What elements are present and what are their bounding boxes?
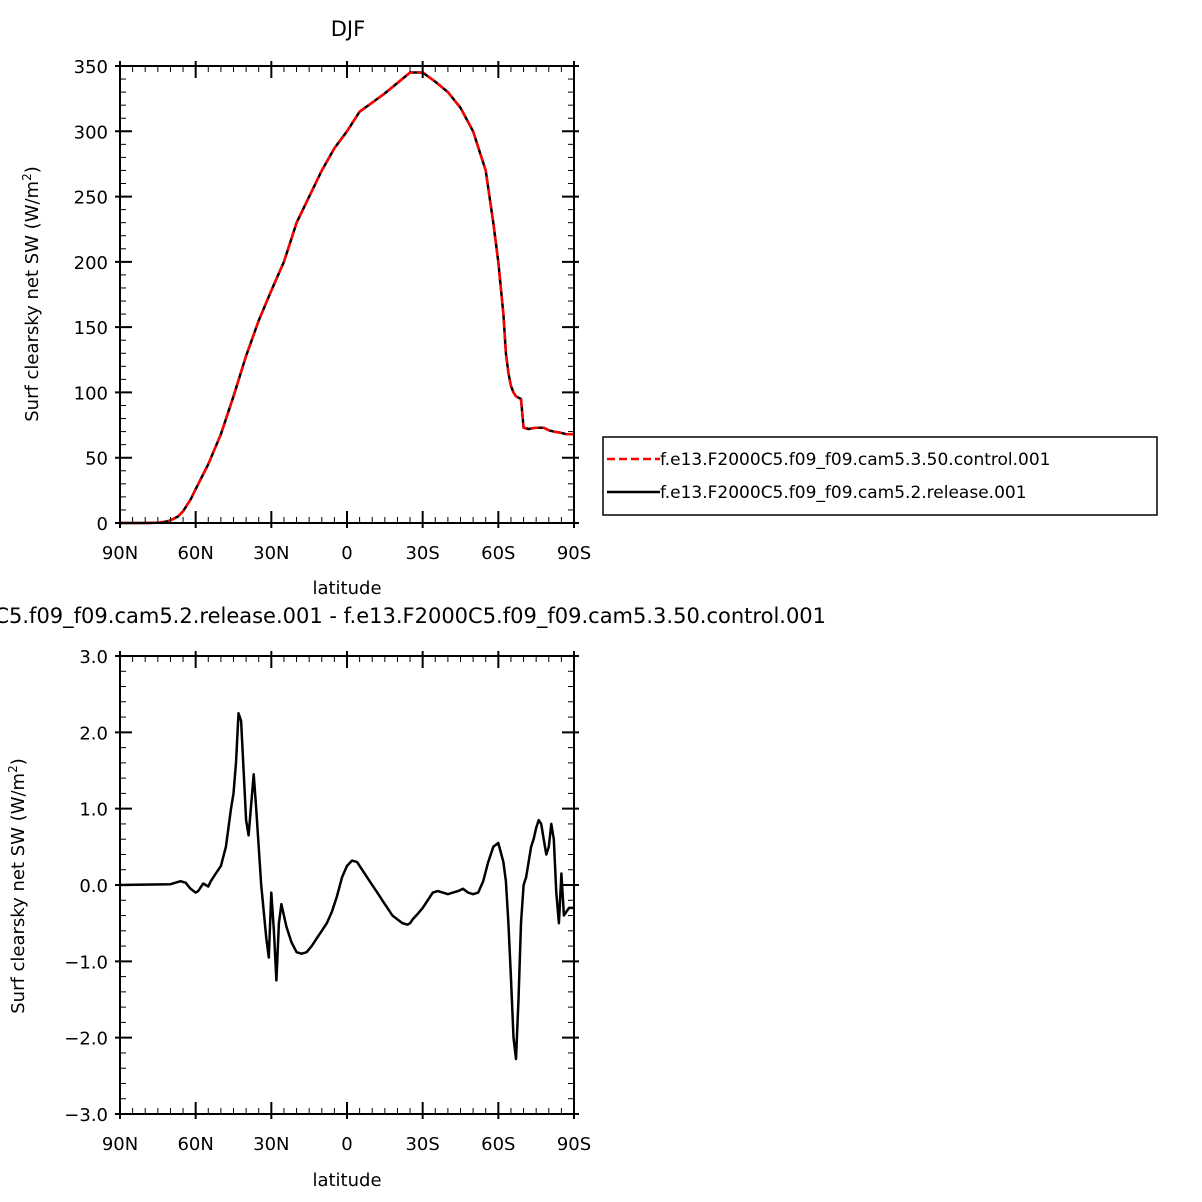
y-tick-label: 50 xyxy=(85,449,108,470)
plot-frame xyxy=(119,65,575,524)
x-tick-label: 90N xyxy=(102,543,138,564)
y-tick-label: 0.0 xyxy=(79,876,108,897)
chart-title: DJF xyxy=(331,17,365,41)
y-tick-label: −2.0 xyxy=(64,1029,108,1050)
y-tick-label: 1.0 xyxy=(79,800,108,821)
y-tick-label: 200 xyxy=(74,253,108,274)
y-tick-label: 3.0 xyxy=(79,647,108,668)
x-tick-label: 90S xyxy=(557,543,591,564)
x-tick-label: 90S xyxy=(557,1134,591,1155)
legend: f.e13.F2000C5.f09_f09.cam5.3.50.control.… xyxy=(602,436,1158,516)
y-tick-label: 300 xyxy=(74,122,108,143)
difference-line xyxy=(119,712,574,1061)
y-tick-label: 350 xyxy=(74,57,108,78)
x-tick-label: 0 xyxy=(341,1134,352,1155)
x-axis-label: latitude xyxy=(312,1170,381,1191)
y-axis-label: Surf clearsky net SW (W/m2) xyxy=(6,758,29,1014)
difference-series-line xyxy=(119,712,574,1061)
legend-box xyxy=(602,436,1158,516)
series-line-release xyxy=(120,71,574,525)
x-tick-label: 60N xyxy=(177,543,213,564)
x-tick-label: 30S xyxy=(405,543,439,564)
y-tick-label: −3.0 xyxy=(64,1105,108,1126)
bottom-chart: f.e13.F2000C5.f09_f09.cam5.2.release.001… xyxy=(0,604,826,1191)
legend-label-release: f.e13.F2000C5.f09_f09.cam5.2.release.001 xyxy=(660,483,1027,503)
y-tick-label: 150 xyxy=(74,318,108,339)
x-tick-label: 60N xyxy=(177,1134,213,1155)
top-chart: DJF 90N 60N 30N 0 30S 60S 90S 0 50 100 150 200 250 30… xyxy=(20,17,1158,599)
series-lines xyxy=(120,71,574,525)
x-tick-label: 90N xyxy=(102,1134,138,1155)
y-tick-label: 100 xyxy=(74,383,108,404)
y-tick-label: 0 xyxy=(97,514,108,535)
x-tick-label: 30S xyxy=(405,1134,439,1155)
x-tick-label: 60S xyxy=(481,1134,515,1155)
x-tick-label: 30N xyxy=(253,1134,289,1155)
y-axis-label: Surf clearsky net SW (W/m2) xyxy=(20,166,43,422)
y-tick-label: −1.0 xyxy=(64,952,108,973)
x-tick-label: 30N xyxy=(253,543,289,564)
legend-label-control: f.e13.F2000C5.f09_f09.cam5.3.50.control.… xyxy=(660,450,1051,470)
series-line-control xyxy=(120,71,574,525)
axis-ticks: 90N 60N 30N 0 30S 60S 90S −3.0 −2.0 −1.0 0.0 1.0 2.0… xyxy=(64,647,591,1155)
y-tick-label: 2.0 xyxy=(79,723,108,744)
x-axis-label: latitude xyxy=(312,578,381,599)
difference-chart-title: f.e13.F2000C5.f09_f09.cam5.2.release.001… xyxy=(0,604,826,629)
axis-ticks: 90N 60N 30N 0 30S 60S 90S 0 50 100 150 200 250 300 350 xyxy=(74,57,592,564)
x-tick-label: 0 xyxy=(341,543,352,564)
x-tick-label: 60S xyxy=(481,543,515,564)
y-tick-label: 250 xyxy=(74,188,108,209)
